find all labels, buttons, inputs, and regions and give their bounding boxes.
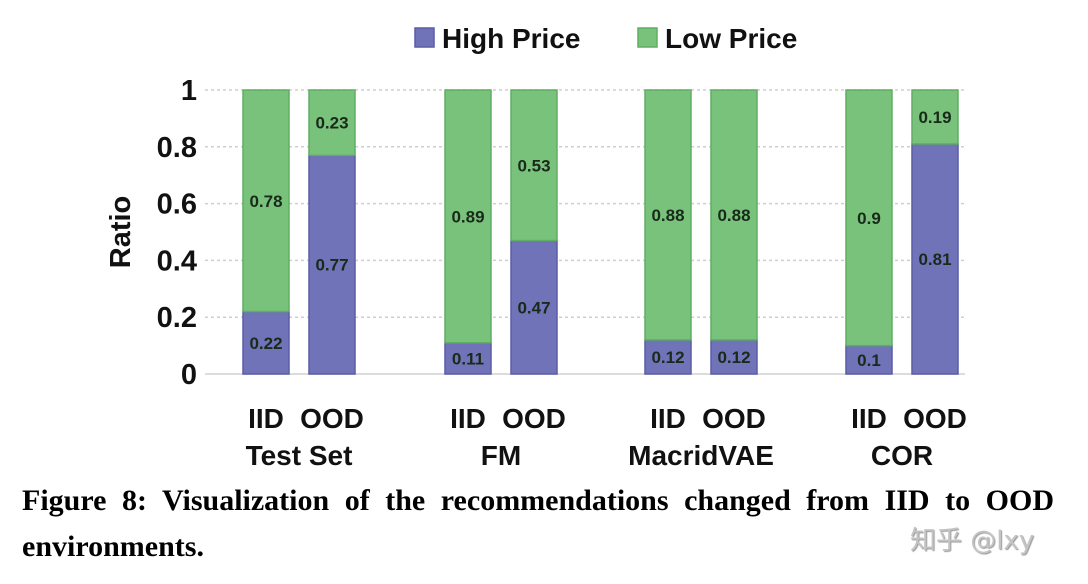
data-label: 0.23 bbox=[315, 114, 348, 133]
bar-segment-high-price bbox=[444, 342, 492, 375]
y-tick-label: 0.8 bbox=[157, 132, 197, 164]
data-label: 0.88 bbox=[651, 206, 684, 225]
data-label: 0.53 bbox=[517, 156, 550, 175]
y-tick-label: 0 bbox=[181, 359, 197, 391]
bar-segment-low-price bbox=[644, 89, 692, 341]
data-label: 0.88 bbox=[717, 206, 750, 225]
data-label: 0.89 bbox=[451, 207, 484, 226]
y-tick-label: 1 bbox=[181, 75, 197, 107]
data-label: 0.22 bbox=[249, 334, 282, 353]
y-tick-label: 0.6 bbox=[157, 189, 197, 221]
bar-segment-low-price bbox=[710, 89, 758, 341]
bar-segment-high-price bbox=[510, 239, 558, 375]
bar-segment-high-price bbox=[308, 154, 356, 375]
watermark: 知乎 @lxy bbox=[910, 526, 1035, 556]
bar-category-label: IID bbox=[851, 403, 887, 434]
group-label: COR bbox=[871, 440, 933, 471]
group-label: Test Set bbox=[246, 440, 353, 471]
legend-swatch bbox=[637, 27, 658, 48]
y-tick-label: 0.4 bbox=[157, 245, 197, 277]
data-label: 0.78 bbox=[249, 192, 282, 211]
figure-caption: Figure 8: Visualization of the recommend… bbox=[22, 484, 1054, 563]
legend-swatch bbox=[414, 27, 435, 48]
bar-category-label: IID bbox=[248, 403, 284, 434]
bar-category-label: OOD bbox=[300, 403, 364, 434]
bar-segment-high-price bbox=[242, 310, 290, 375]
bar-segment-low-price bbox=[845, 89, 893, 347]
data-label: 0.81 bbox=[918, 250, 951, 269]
group-label: MacridVAE bbox=[628, 440, 774, 471]
legend-label: Low Price bbox=[665, 23, 797, 54]
data-label: 0.9 bbox=[857, 209, 881, 228]
data-label: 0.1 bbox=[857, 351, 881, 370]
bar-segment-low-price bbox=[308, 89, 356, 157]
y-tick-label: 0.2 bbox=[157, 302, 197, 334]
bar-category-label: OOD bbox=[502, 403, 566, 434]
bar-segment-low-price bbox=[510, 89, 558, 242]
group-label: FM bbox=[481, 440, 521, 471]
bar-segment-low-price bbox=[911, 89, 959, 145]
bar-segment-low-price bbox=[444, 89, 492, 344]
y-axis-label: Ratio bbox=[105, 196, 137, 269]
data-label: 0.12 bbox=[651, 348, 684, 367]
bar-segment-high-price bbox=[710, 339, 758, 375]
legend-label: High Price bbox=[442, 23, 580, 54]
bar-category-label: IID bbox=[650, 403, 686, 434]
bar-segment-low-price bbox=[242, 89, 290, 313]
bar-category-label: OOD bbox=[903, 403, 967, 434]
data-label: 0.77 bbox=[315, 256, 348, 275]
bar-category-label: OOD bbox=[702, 403, 766, 434]
data-label: 0.11 bbox=[452, 349, 484, 368]
bar-segment-high-price bbox=[644, 339, 692, 375]
data-label: 0.12 bbox=[717, 348, 750, 367]
stacked-bar-chart: 00.20.40.60.81Ratio0.220.78IID0.770.23OO… bbox=[105, 23, 967, 471]
data-label: 0.47 bbox=[517, 298, 550, 317]
data-label: 0.19 bbox=[918, 108, 951, 127]
bar-segment-high-price bbox=[911, 143, 959, 375]
bar-category-label: IID bbox=[450, 403, 486, 434]
